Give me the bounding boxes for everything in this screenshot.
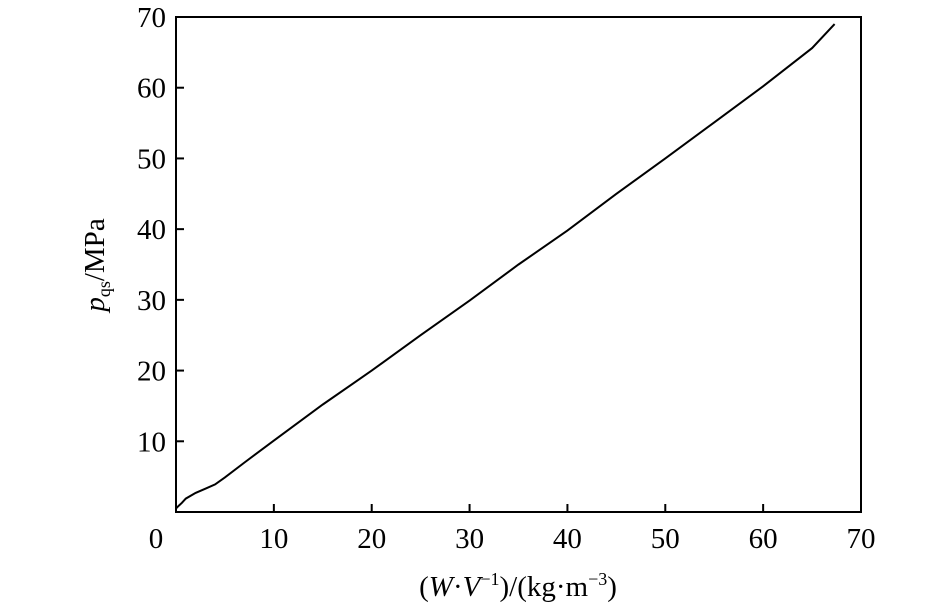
- y-tick-label: 60: [137, 73, 166, 105]
- y-tick-label: 50: [137, 143, 166, 175]
- x-tick-label: 20: [357, 523, 386, 555]
- x-axis-ticks: 0 10 20 30 40 50 60 70: [149, 504, 876, 555]
- x-tick-label: 30: [455, 523, 484, 555]
- x-tick-label: 10: [259, 523, 288, 555]
- x-tick-label: 60: [749, 523, 778, 555]
- x-axis-title: (W·V−1)/(kg·m−3): [419, 569, 617, 603]
- y-tick-label: 40: [137, 214, 166, 246]
- x-tick-label: 40: [553, 523, 582, 555]
- x-tick-label: 50: [651, 523, 680, 555]
- series-line: [175, 23, 836, 510]
- y-tick-label: 70: [137, 2, 166, 34]
- x-tick-label: 70: [847, 523, 876, 555]
- y-axis-title: pqs/MPa: [79, 218, 114, 313]
- x-tick-label: 0: [149, 523, 164, 555]
- y-axis-ticks: 10 20 30 40 50 60 70: [137, 2, 184, 458]
- y-tick-label: 30: [137, 285, 166, 317]
- plot-frame: [175, 16, 862, 513]
- y-tick-label: 10: [137, 426, 166, 458]
- y-tick-label: 20: [137, 356, 166, 388]
